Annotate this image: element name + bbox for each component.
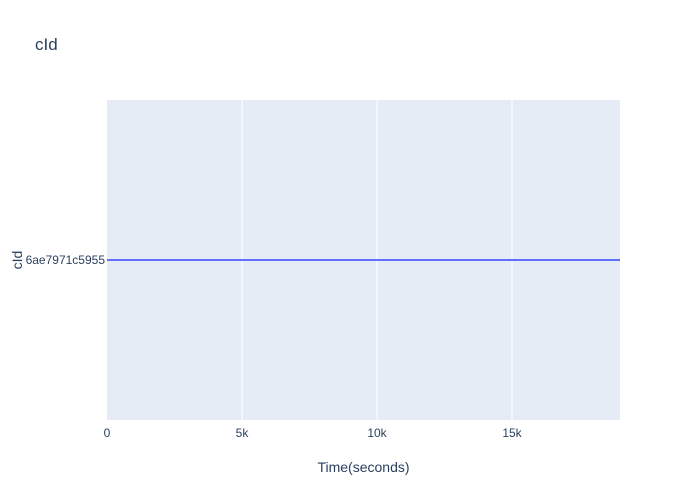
x-tick-label: 15k bbox=[502, 426, 522, 440]
x-tick-label: 5k bbox=[236, 426, 250, 440]
chart-title: cId bbox=[35, 35, 58, 54]
x-axis-title: Time(seconds) bbox=[317, 459, 409, 475]
y-tick-label: 6ae7971c5955 bbox=[26, 253, 106, 267]
x-tick-label: 0 bbox=[104, 426, 111, 440]
y-axis-ticks: 6ae7971c5955 bbox=[26, 253, 106, 267]
x-axis-ticks: 0 5k 10k 15k bbox=[104, 426, 523, 440]
x-tick-label: 10k bbox=[367, 426, 387, 440]
y-axis-title: cId bbox=[9, 251, 25, 270]
